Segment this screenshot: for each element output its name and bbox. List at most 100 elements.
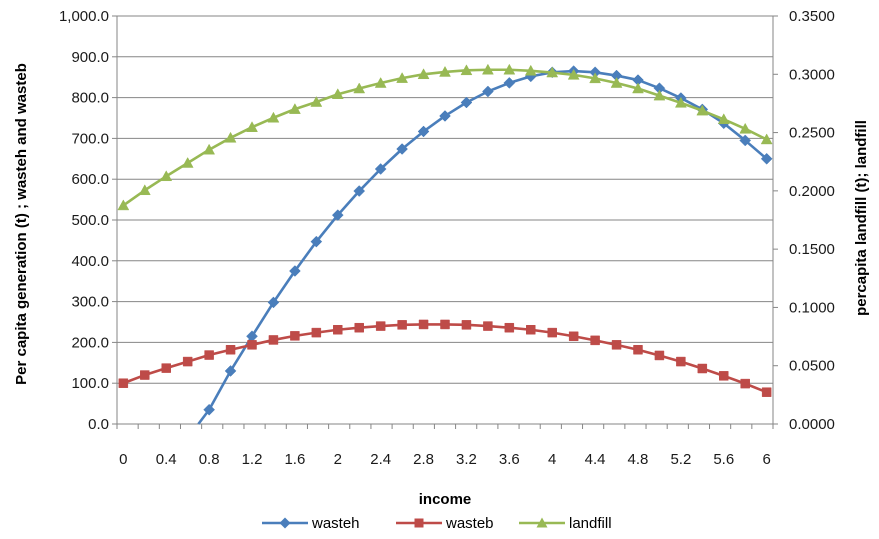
tick-labels: 0.0 100.0 200.0 300.0 400.0 500.0 600.0 700.0 80…: [59, 8, 835, 468]
data-point-wasteb: [504, 322, 515, 333]
y-left-tick-label: 200.0: [71, 334, 109, 351]
x-tick-label: 1.6: [284, 451, 305, 468]
data-point-landfill: [653, 89, 666, 101]
y-right-tick-label: 0.1500: [789, 241, 835, 258]
y-left-tick-label: 400.0: [71, 253, 109, 270]
data-point-landfill: [396, 72, 409, 83]
x-tick-label: 3.6: [499, 451, 520, 468]
series-line-wasteh: [197, 69, 768, 425]
data-point-wasteh: [289, 265, 301, 277]
data-point-wasteb: [311, 327, 322, 338]
data-point-wasteb: [568, 331, 579, 342]
data-point-landfill: [310, 96, 323, 107]
x-tick-label: 0.4: [156, 451, 177, 468]
legend: wasteh wasteb landfill: [262, 515, 612, 532]
legend-marker-wasteb: [414, 518, 424, 528]
data-point-wasteb: [676, 356, 686, 367]
data-point-landfill: [481, 63, 494, 75]
data-point-wasteh: [739, 134, 752, 147]
data-point-wasteh: [760, 152, 773, 165]
y-right-tick-label: 0.0500: [789, 358, 835, 375]
data-point-landfill: [460, 64, 473, 76]
data-point-landfill: [160, 170, 173, 182]
data-point-wasteh: [439, 110, 451, 122]
x-tick-label: 4.4: [585, 451, 606, 468]
x-tick-label: 0.8: [199, 451, 220, 468]
data-point-wasteb: [247, 340, 257, 350]
x-tick-label: 6: [762, 451, 770, 468]
y-left-tick-label: 300.0: [71, 294, 109, 311]
data-point-wasteb: [590, 335, 600, 346]
series-landfill: [117, 63, 773, 211]
y-right-tick-label: 0.2000: [789, 183, 835, 200]
data-point-wasteb: [461, 320, 472, 330]
data-point-wasteb: [633, 344, 643, 355]
y-right-tick-label: 0.3000: [789, 66, 835, 83]
y-left-tick-label: 100.0: [71, 375, 109, 392]
x-tick-label: 3.2: [456, 451, 477, 468]
data-point-wasteh: [374, 163, 387, 175]
data-point-landfill: [224, 131, 237, 143]
data-point-landfill: [288, 103, 301, 114]
series-wasteb: [118, 319, 772, 397]
data-point-wasteb: [611, 340, 622, 350]
data-point-wasteb: [225, 344, 236, 355]
data-point-landfill: [503, 63, 516, 75]
data-point-wasteh: [396, 143, 408, 155]
data-point-landfill: [717, 113, 730, 125]
series-group: [117, 63, 773, 425]
data-point-landfill: [267, 111, 280, 123]
data-point-wasteb: [354, 322, 364, 333]
data-point-wasteb: [161, 363, 171, 373]
data-point-landfill: [567, 68, 580, 80]
data-point-wasteb: [440, 319, 450, 330]
data-point-wasteh: [310, 235, 323, 248]
data-point-wasteh: [331, 209, 344, 221]
data-point-wasteb: [204, 350, 214, 360]
legend-marker-landfill: [536, 517, 548, 528]
y-left-tick-label: 0.0: [88, 416, 109, 433]
data-point-wasteb: [740, 378, 750, 389]
x-tick-label: 2: [334, 451, 342, 468]
data-point-wasteh: [503, 77, 516, 89]
gridlines: [117, 15, 773, 425]
x-tick-label: 2.8: [413, 451, 434, 468]
data-point-wasteb: [697, 363, 708, 374]
legend-label-landfill: landfill: [569, 515, 612, 532]
y-right-tick-label: 0.1000: [789, 299, 835, 316]
y-left-tick-label: 600.0: [71, 171, 109, 188]
data-point-landfill: [138, 184, 151, 196]
legend-item-landfill: landfill: [519, 515, 612, 532]
data-point-wasteb: [333, 325, 343, 335]
data-point-wasteh: [267, 296, 280, 309]
data-point-landfill: [246, 121, 258, 132]
data-point-landfill: [203, 143, 216, 155]
data-point-wasteb: [526, 325, 536, 335]
data-point-landfill: [353, 82, 366, 94]
data-point-landfill: [181, 156, 194, 168]
x-tick-label: 5.6: [713, 451, 734, 468]
x-axis-title: income: [419, 491, 472, 508]
series-line-wasteb: [122, 323, 768, 394]
data-point-wasteb: [547, 327, 557, 338]
y-left-tick-label: 700.0: [71, 130, 109, 147]
data-point-wasteh: [417, 125, 430, 138]
data-point-landfill: [417, 68, 430, 80]
data-point-wasteb: [761, 387, 772, 397]
data-point-wasteb: [418, 319, 429, 330]
data-point-landfill: [696, 104, 709, 116]
y-right-tick-label: 0.3500: [789, 8, 835, 25]
data-point-landfill: [331, 88, 344, 99]
y-right-tick-label: 0.2500: [789, 125, 835, 142]
data-point-wasteb: [118, 378, 129, 388]
x-tick-label: 5.2: [670, 451, 691, 468]
series-line-landfill: [122, 68, 768, 207]
data-point-wasteh: [482, 85, 494, 98]
data-point-wasteb: [397, 320, 407, 330]
data-point-landfill: [610, 77, 623, 88]
x-tick-label: 2.4: [370, 451, 391, 468]
legend-label-wasteh: wasteh: [311, 515, 360, 532]
axes: [112, 15, 778, 429]
